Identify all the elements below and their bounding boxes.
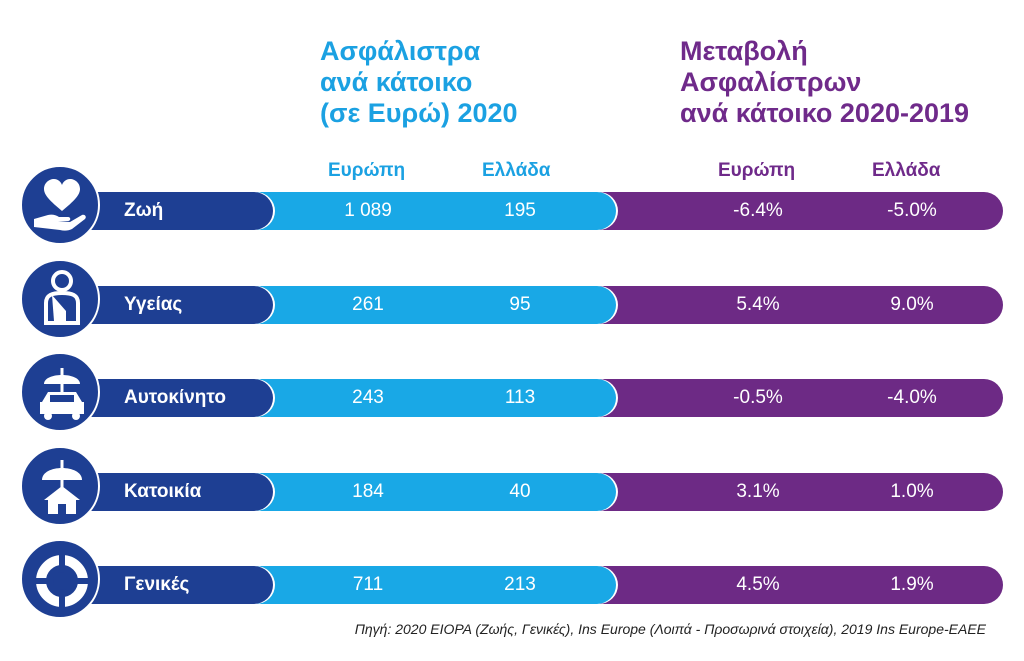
premium-header-line-2: ανά κάτοικο bbox=[320, 67, 473, 97]
umbrella-house-icon bbox=[20, 446, 100, 526]
change-bar bbox=[590, 473, 1003, 511]
premium-header-line-3: (σε Ευρώ) 2020 bbox=[320, 98, 518, 128]
table-row-car: Αυτοκίνητο 243 113 -0.5% -4.0% bbox=[0, 352, 1024, 469]
change-bar bbox=[590, 379, 1003, 417]
injured-person-icon bbox=[20, 259, 100, 339]
heart-hand-icon bbox=[20, 165, 100, 245]
change-europe-value: 3.1% bbox=[736, 481, 780, 502]
change-greece-value: 1.9% bbox=[890, 574, 934, 595]
change-greece-value: -4.0% bbox=[887, 387, 937, 408]
change-greece-value: 1.0% bbox=[890, 481, 934, 502]
premium-header-line-1: Ασφάλιστρα bbox=[320, 36, 481, 66]
change-greece-value: -5.0% bbox=[887, 200, 937, 221]
category-label: Υγείας bbox=[124, 294, 183, 315]
change-greece-value: 9.0% bbox=[890, 294, 934, 315]
premium-bar bbox=[250, 192, 616, 230]
umbrella-car-icon bbox=[20, 352, 100, 432]
category-label: Ζωή bbox=[124, 200, 164, 221]
table-row-life: Ζωή 1 089 195 -6.4% -5.0% bbox=[0, 165, 1024, 282]
change-bar bbox=[590, 192, 1003, 230]
change-europe-value: -6.4% bbox=[733, 200, 783, 221]
change-europe-value: -0.5% bbox=[733, 387, 783, 408]
premium-bar bbox=[250, 379, 616, 417]
col-premium-europe: Ευρώπη bbox=[328, 160, 406, 181]
premium-bar bbox=[250, 473, 616, 511]
col-change-europe: Ευρώπη bbox=[718, 160, 796, 181]
premium-europe-value: 1 089 bbox=[344, 200, 392, 221]
premium-greece-value: 195 bbox=[504, 200, 536, 221]
lifebuoy-icon bbox=[20, 539, 100, 619]
premium-greece-value: 95 bbox=[509, 294, 531, 315]
premium-greece-value: 40 bbox=[509, 481, 531, 502]
table-row-general: Γενικές 711 213 4.5% 1.9% bbox=[0, 539, 1024, 656]
table-row-health: Υγείας 261 95 5.4% 9.0% bbox=[0, 259, 1024, 376]
col-change-greece: Ελλάδα bbox=[872, 160, 941, 181]
category-label: Γενικές bbox=[124, 574, 190, 595]
change-europe-value: 5.4% bbox=[736, 294, 780, 315]
change-header-line-2: Ασφαλίστρων bbox=[680, 67, 862, 97]
premium-europe-value: 243 bbox=[352, 387, 384, 408]
category-label: Αυτοκίνητο bbox=[124, 387, 226, 408]
premium-bar bbox=[250, 286, 616, 324]
change-bar bbox=[590, 566, 1003, 604]
table-row-home: Κατοικία 184 40 3.1% 1.0% bbox=[0, 446, 1024, 563]
premium-greece-value: 113 bbox=[504, 387, 536, 408]
change-bar bbox=[590, 286, 1003, 324]
premium-bar bbox=[250, 566, 616, 604]
category-label: Κατοικία bbox=[124, 481, 202, 502]
premium-europe-value: 711 bbox=[352, 574, 384, 595]
premium-europe-value: 184 bbox=[352, 481, 384, 502]
premium-europe-value: 261 bbox=[352, 294, 384, 315]
change-header-line-1: Μεταβολή bbox=[680, 36, 808, 66]
premium-header: Ασφάλιστρα ανά κάτοικο (σε Ευρώ) 2020 bbox=[320, 36, 518, 129]
change-europe-value: 4.5% bbox=[736, 574, 780, 595]
change-header: Μεταβολή Ασφαλίστρων ανά κάτοικο 2020-20… bbox=[680, 36, 969, 129]
change-header-line-3: ανά κάτοικο 2020-2019 bbox=[680, 98, 970, 128]
col-premium-greece: Ελλάδα bbox=[482, 160, 551, 181]
source-note: Πηγή: 2020 EIOPA (Ζωής, Γενικές), Ins Eu… bbox=[354, 621, 986, 637]
premium-greece-value: 213 bbox=[504, 574, 536, 595]
